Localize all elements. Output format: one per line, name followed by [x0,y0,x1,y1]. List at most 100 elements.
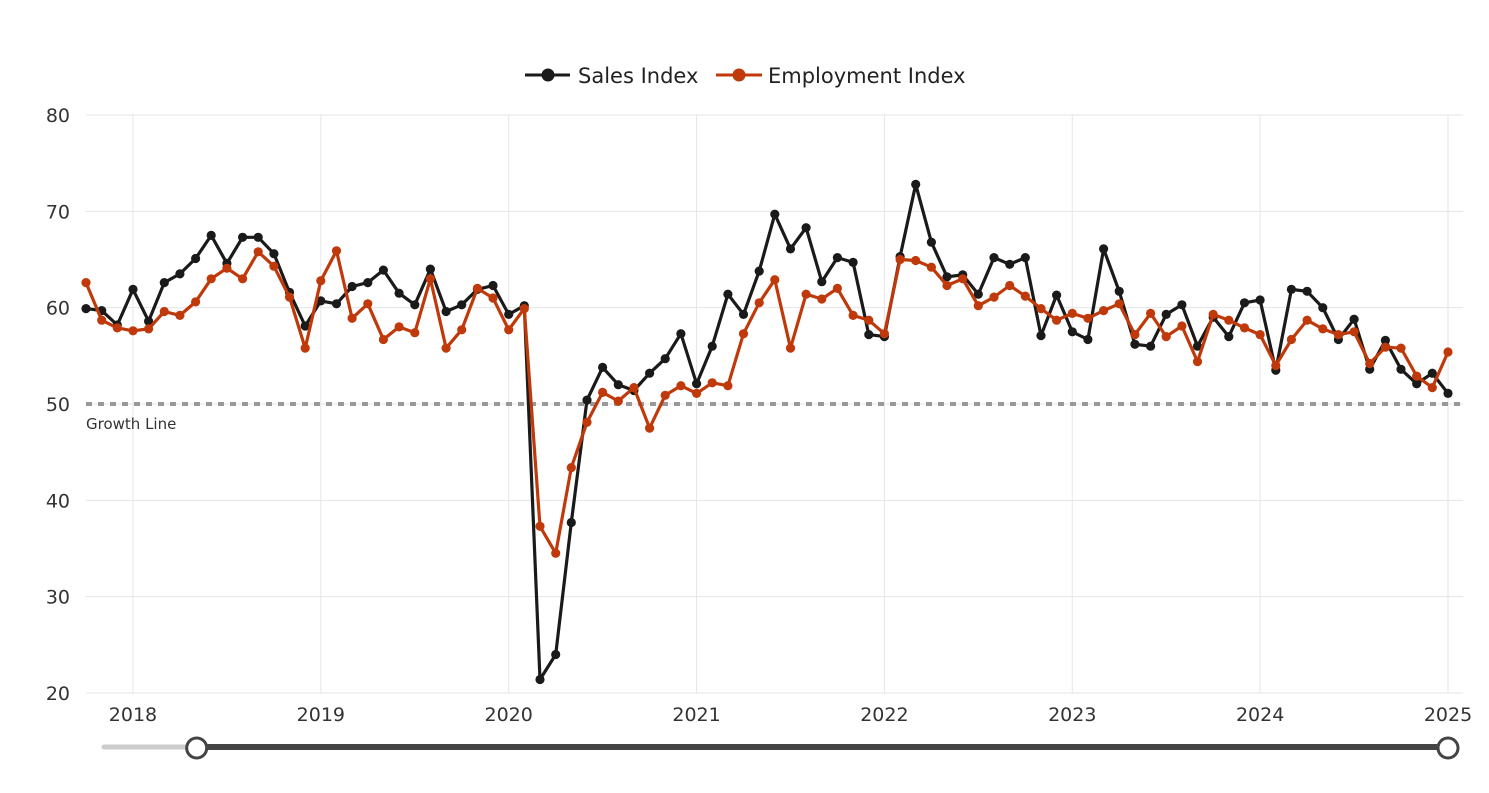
data-point[interactable] [676,381,686,391]
data-point[interactable] [817,277,827,287]
data-point[interactable] [1349,327,1359,337]
data-point[interactable] [425,274,435,284]
data-point[interactable] [269,249,279,259]
data-point[interactable] [1146,308,1156,318]
data-point[interactable] [316,296,326,306]
data-point[interactable] [566,463,576,473]
data-point[interactable] [754,266,764,276]
data-point[interactable] [1224,315,1234,325]
data-point[interactable] [206,274,216,284]
data-point[interactable] [269,261,279,271]
data-point[interactable] [848,310,858,320]
data-point[interactable] [989,253,999,263]
data-point[interactable] [284,292,295,302]
data-point[interactable] [911,255,921,266]
data-point[interactable] [1380,335,1390,345]
slider-start-handle[interactable] [185,736,209,760]
data-point[interactable] [1208,309,1218,319]
data-point[interactable] [347,281,357,292]
data-point[interactable] [785,244,796,254]
data-point[interactable] [457,325,467,335]
data-point[interactable] [660,354,670,364]
data-point[interactable] [81,278,91,288]
data-point[interactable] [723,381,733,391]
slider-end-handle[interactable] [1436,736,1460,760]
data-point[interactable] [1146,341,1156,351]
data-point[interactable] [1130,339,1140,349]
data-point[interactable] [1380,342,1390,352]
data-point[interactable] [848,257,858,267]
data-point[interactable] [128,284,138,294]
data-point[interactable] [1271,360,1281,371]
data-point[interactable] [253,247,263,257]
data-point[interactable] [222,263,232,273]
data-point[interactable] [1083,334,1093,345]
data-point[interactable] [598,387,608,397]
data-point[interactable] [1318,303,1328,313]
data-point[interactable] [128,326,138,336]
data-point[interactable] [958,274,968,284]
data-point[interactable] [895,254,905,265]
data-point[interactable] [363,299,373,309]
data-point[interactable] [1005,259,1015,269]
legend-item-sales[interactable]: Sales Index [525,64,698,88]
data-point[interactable] [1020,253,1030,263]
data-point[interactable] [488,280,498,291]
data-point[interactable] [692,388,702,398]
data-point[interactable] [707,341,717,351]
data-point[interactable] [645,368,655,378]
data-point[interactable] [817,294,827,304]
data-point[interactable] [1177,321,1187,331]
data-point[interactable] [1099,306,1109,316]
data-point[interactable] [1177,300,1187,310]
data-point[interactable] [1130,330,1140,340]
data-point[interactable] [1067,308,1077,318]
data-point[interactable] [253,232,263,242]
data-point[interactable] [738,309,749,319]
data-point[interactable] [926,237,937,247]
data-point[interactable] [1349,314,1359,324]
data-point[interactable] [97,315,107,325]
data-point[interactable] [738,329,749,339]
data-point[interactable] [441,306,451,317]
data-point[interactable] [832,283,843,293]
data-point[interactable] [832,253,843,263]
data-point[interactable] [441,343,451,353]
data-point[interactable] [535,674,545,685]
data-point[interactable] [331,299,342,309]
data-point[interactable] [1286,284,1296,294]
data-point[interactable] [363,278,373,288]
data-point[interactable] [1443,347,1453,357]
data-point[interactable] [754,298,764,308]
data-point[interactable] [566,517,576,528]
data-point[interactable] [1427,368,1437,378]
data-point[interactable] [1396,364,1406,374]
data-point[interactable] [801,289,811,299]
data-point[interactable] [457,300,467,310]
data-point[interactable] [582,417,592,427]
data-point[interactable] [676,329,686,339]
data-point[interactable] [1020,291,1030,301]
data-point[interactable] [347,313,357,323]
data-point[interactable] [519,304,529,314]
data-point[interactable] [1412,379,1422,389]
data-point[interactable] [1192,341,1203,351]
data-point[interactable] [1224,332,1234,342]
data-point[interactable] [1192,357,1203,367]
data-point[interactable] [785,343,796,353]
data-point[interactable] [378,334,388,345]
data-point[interactable] [1318,324,1328,334]
range-slider[interactable] [101,736,1460,760]
data-point[interactable] [535,521,545,531]
data-point[interactable] [316,276,326,286]
data-point[interactable] [1036,331,1046,341]
data-point[interactable] [1114,299,1124,309]
data-point[interactable] [926,262,937,272]
data-point[interactable] [582,395,592,405]
data-point[interactable] [425,264,435,274]
data-point[interactable] [1286,334,1296,345]
data-point[interactable] [331,246,342,256]
data-point[interactable] [942,272,952,282]
data-point[interactable] [973,301,983,311]
data-point[interactable] [378,265,388,275]
